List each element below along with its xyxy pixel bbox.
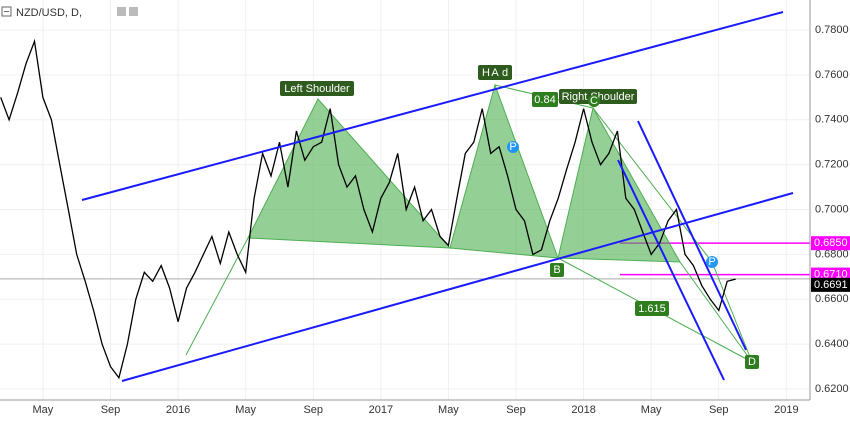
channel-line [121,192,794,382]
point-marker [706,256,718,268]
label-box [635,301,669,316]
price-series [0,38,736,380]
x-tick-label: 2017 [369,404,393,416]
x-tick-label: Sep [709,404,729,416]
price-tag-label: 0.6850 [814,237,848,249]
y-tick-label: 0.7000 [815,203,849,215]
collapse-icon[interactable] [1,6,12,17]
label-box [532,92,558,107]
annotation: P [708,256,715,268]
head-shoulders [247,83,681,263]
x-tick-label: Sep [506,404,526,416]
annotation: d [502,67,508,79]
channels [81,11,794,382]
annotation: 0.84 [534,94,555,106]
annotation: H [482,67,490,79]
price-tag-label: 0.6710 [814,268,848,280]
annotation: 1.615 [638,303,666,315]
channel-line [81,11,784,201]
x-tick-label: 2019 [774,404,798,416]
y-tick-label: 0.7600 [815,69,849,81]
annotation: A [491,67,499,79]
annotation: Left Shoulder [284,83,350,95]
price-tag-label: 0.6691 [814,279,848,291]
x-tick-label: May [33,404,54,416]
y-tick-label: 0.7400 [815,114,849,126]
annotation: P [509,141,516,153]
x-tick-label: Sep [303,404,323,416]
label-box [559,89,637,104]
x-tick-label: May [438,404,459,416]
axes: 0.6200 0.6400 0.6600 0.6800 0.7000 0.7200 0.74… [33,24,850,416]
price-line [0,38,736,380]
y-tick-label: 0.6200 [815,383,849,395]
annotation: D [748,356,756,368]
annotation: B [553,264,560,276]
y-tick-label: 0.6400 [815,338,849,350]
settings-icon[interactable] [129,7,138,16]
pattern-leg [185,237,249,356]
x-tick-label: May [641,404,662,416]
channel-line [637,120,747,351]
label-box [280,81,354,96]
chart-title: NZD/USD, D, [16,7,82,19]
y-tick-label: 0.6800 [815,248,849,260]
x-tick-label: Sep [101,404,121,416]
x-tick-label: May [235,404,256,416]
settings-icon[interactable] [117,7,126,16]
y-tick-label: 0.7200 [815,159,849,171]
price-tag [811,277,850,292]
y-axis-area [810,0,850,400]
annotation: C [590,95,598,107]
point-marker [507,141,519,153]
label-box [478,65,512,80]
point-marker [588,95,600,107]
y-tick-label: 0.7800 [815,24,849,36]
channel-line [617,159,725,381]
annotations: Left Shoulder H A d 0.84 Right Shoulder … [280,65,759,369]
label-box [745,355,759,369]
y-tick-label: 0.6600 [815,293,849,305]
price-tag [811,236,850,251]
x-tick-label: 2018 [571,404,595,416]
label-box [550,263,564,277]
x-tick-label: 2016 [166,404,190,416]
